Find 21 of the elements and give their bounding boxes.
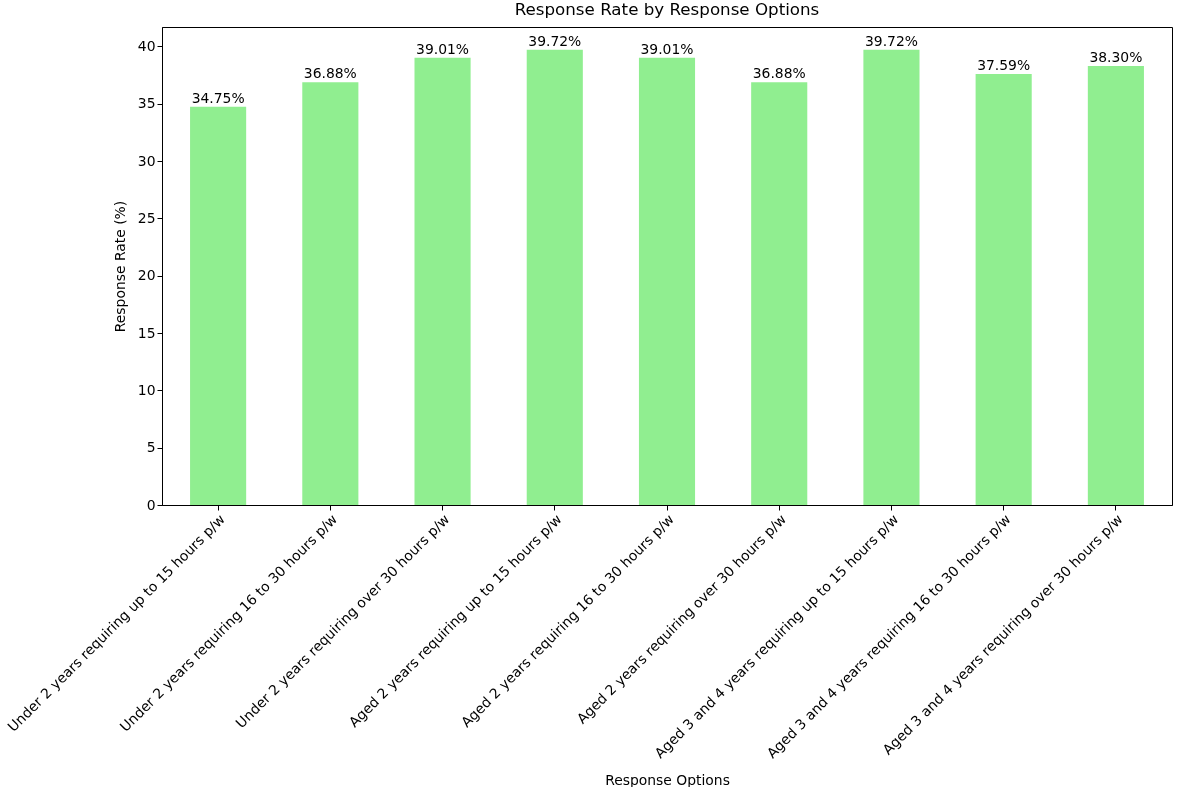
y-tick-label: 25 bbox=[137, 209, 156, 226]
y-tick-label: 0 bbox=[146, 496, 156, 513]
data-label: 36.88% bbox=[752, 65, 806, 82]
data-label: 36.88% bbox=[303, 65, 357, 82]
y-tick-label: 5 bbox=[146, 439, 156, 456]
y-axis-title: Response Rate (%) bbox=[111, 200, 128, 333]
y-tick-label: 15 bbox=[137, 324, 156, 341]
y-tick-label: 35 bbox=[137, 95, 156, 112]
y-tick-label: 10 bbox=[137, 381, 156, 398]
y-tick-label: 20 bbox=[137, 267, 156, 284]
data-label: 34.75% bbox=[191, 89, 245, 106]
data-label: 39.72% bbox=[528, 32, 582, 49]
data-label: 38.30% bbox=[1089, 48, 1143, 65]
data-label: 37.59% bbox=[977, 57, 1031, 74]
y-tick-label: 30 bbox=[137, 152, 156, 169]
data-label: 39.72% bbox=[864, 32, 918, 49]
y-tick-label: 40 bbox=[137, 37, 156, 54]
chart-title: Response Rate by Response Options bbox=[514, 0, 820, 20]
x-axis-title: Response Options bbox=[605, 771, 730, 788]
data-label: 39.01% bbox=[416, 40, 470, 57]
data-label: 39.01% bbox=[640, 40, 694, 57]
